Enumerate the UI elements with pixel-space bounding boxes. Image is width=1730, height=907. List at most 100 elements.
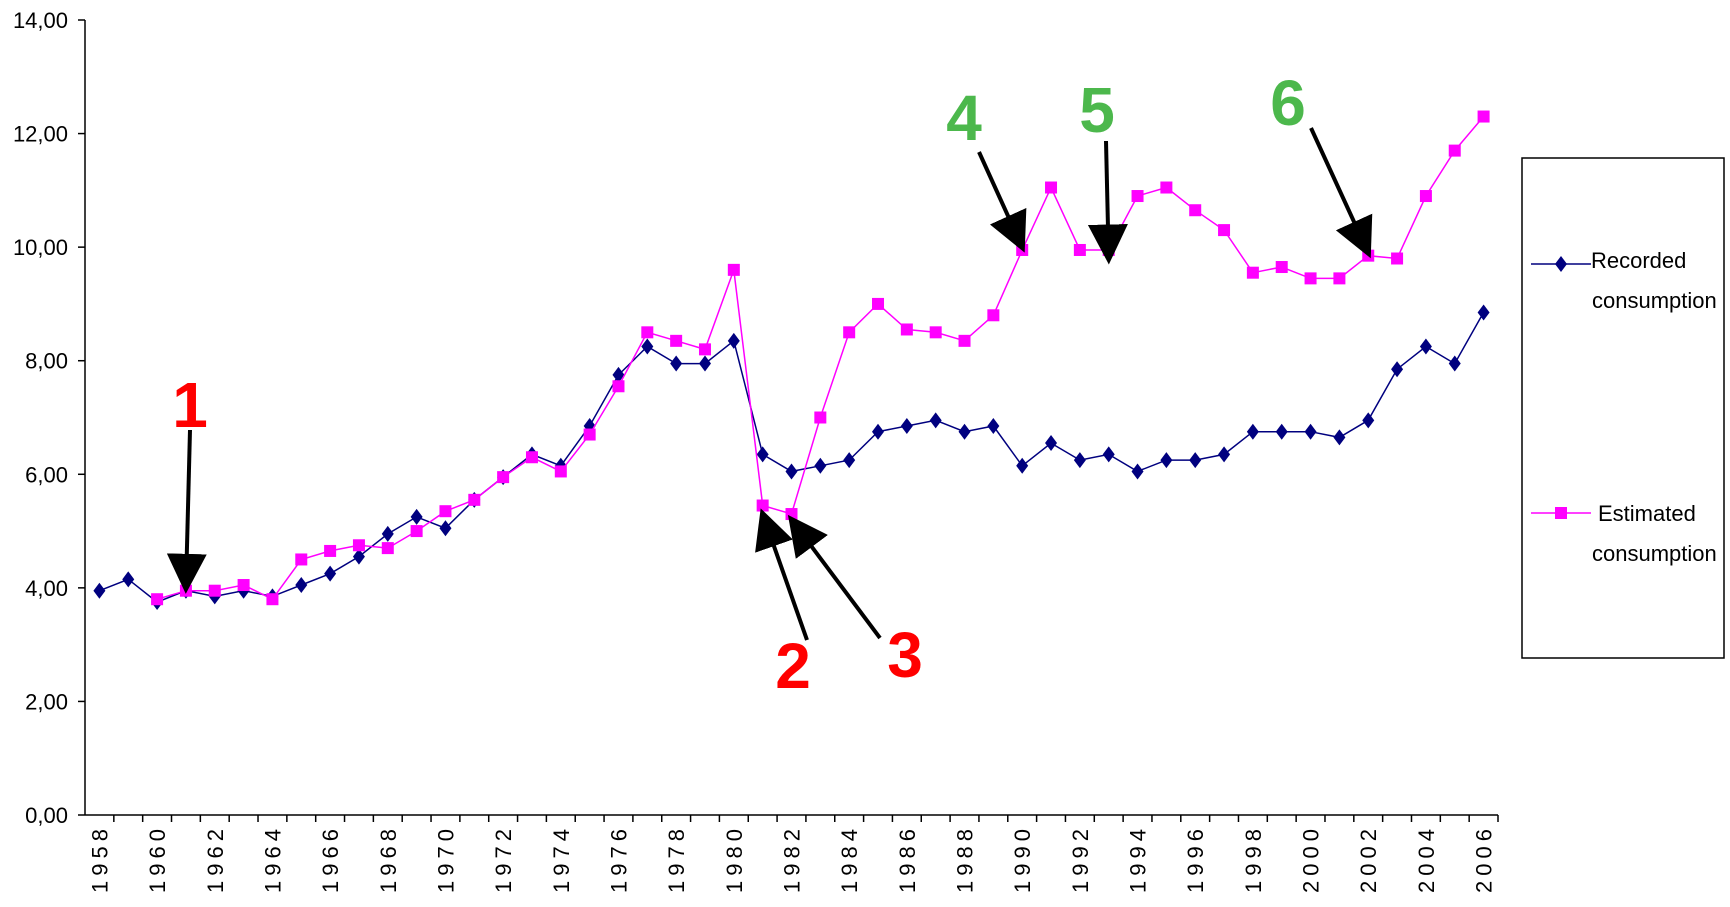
data-point-recorded: [1160, 452, 1173, 469]
x-tick-label: 1976: [606, 824, 631, 893]
data-point-estimated: [1073, 243, 1086, 256]
data-point-recorded: [1189, 452, 1202, 469]
data-point-recorded: [641, 338, 654, 355]
data-point-estimated: [1189, 204, 1202, 217]
x-tick-label: 1962: [203, 824, 228, 893]
x-tick-label: 1974: [549, 824, 574, 893]
data-point-estimated: [698, 343, 711, 356]
data-point-estimated: [814, 411, 827, 424]
x-tick-label: 1996: [1183, 824, 1208, 893]
data-point-recorded: [1275, 423, 1288, 440]
annotations-layer: 1 2 3 4 5 6: [166, 67, 1373, 702]
legend-box: [1521, 157, 1725, 659]
data-point-estimated: [1391, 252, 1404, 265]
x-tick-label: 1986: [895, 824, 920, 893]
data-point-recorded: [756, 446, 769, 463]
data-point-recorded: [1477, 304, 1490, 321]
data-point-estimated: [1304, 272, 1317, 285]
annotation-label-4: 4: [946, 82, 982, 154]
data-point-recorded: [1362, 412, 1375, 429]
data-point-estimated: [324, 544, 337, 557]
legend-label-estimated-line2: consumption: [1592, 541, 1717, 566]
x-tick-label: 1960: [145, 824, 170, 893]
annotation-label-1: 1: [172, 369, 208, 441]
data-point-estimated: [987, 309, 1000, 322]
x-tick-label: 1968: [376, 824, 401, 893]
data-point-recorded: [698, 355, 711, 372]
x-tick-label: 2004: [1414, 824, 1439, 893]
y-tick-label: 14,00: [13, 8, 68, 33]
x-tick-label: 1980: [722, 824, 747, 893]
data-point-estimated: [410, 525, 423, 538]
data-point-estimated: [208, 584, 221, 597]
data-point-recorded: [900, 418, 913, 435]
annotation-arrow: [787, 514, 882, 640]
data-point-recorded: [612, 366, 625, 383]
x-tick-label: 1992: [1068, 824, 1093, 893]
data-point-estimated: [727, 263, 740, 276]
data-point-estimated: [872, 297, 885, 310]
data-point-estimated: [554, 465, 567, 478]
annotation-label-3: 3: [887, 619, 923, 691]
data-point-estimated: [179, 584, 192, 597]
data-point-estimated: [1246, 266, 1259, 279]
annotation-arrow: [755, 508, 809, 641]
x-tick-label: 1984: [837, 824, 862, 893]
data-point-estimated: [1218, 224, 1231, 237]
data-point-recorded: [93, 582, 106, 599]
data-point-estimated: [583, 428, 596, 441]
data-point-estimated: [525, 451, 538, 464]
annotation-label-6: 6: [1270, 67, 1306, 139]
data-point-estimated: [900, 323, 913, 336]
legend-marker-recorded: [1555, 256, 1567, 272]
data-point-recorded: [1304, 423, 1317, 440]
data-point-recorded: [352, 548, 365, 565]
data-point-estimated: [468, 493, 481, 506]
series-line-estimated: [156, 116, 1485, 601]
data-point-estimated: [756, 499, 769, 512]
data-point-recorded: [670, 355, 683, 372]
data-point-estimated: [1131, 190, 1144, 203]
y-tick-label: 0,00: [25, 803, 68, 828]
y-tick-label: 8,00: [25, 349, 68, 374]
annotation-arrow: [977, 151, 1027, 253]
x-tick-label: 2002: [1356, 824, 1381, 893]
annotation-label-2: 2: [775, 630, 811, 702]
data-point-estimated: [295, 553, 308, 566]
data-point-estimated: [1275, 261, 1288, 274]
y-axis: 0,00 2,00 4,00 6,00 8,00 10,00 12,00 14,00: [13, 8, 86, 828]
data-point-estimated: [1362, 249, 1375, 262]
data-point-recorded: [1218, 446, 1231, 463]
x-tick-label: 1966: [318, 824, 343, 893]
x-tick-label: 1964: [260, 824, 285, 893]
data-point-recorded: [295, 577, 308, 594]
data-point-recorded: [872, 423, 885, 440]
data-point-recorded: [1016, 457, 1029, 474]
legend-marker-estimated: [1555, 507, 1567, 519]
data-point-estimated: [237, 579, 250, 592]
x-tick-label: 1988: [953, 824, 978, 893]
data-point-estimated: [670, 334, 683, 347]
data-point-estimated: [1333, 272, 1346, 285]
data-point-estimated: [958, 334, 971, 347]
annotation-arrow: [1087, 140, 1128, 265]
annotation-label-5: 5: [1079, 74, 1115, 146]
data-point-recorded: [987, 418, 1000, 435]
data-point-recorded: [1448, 355, 1461, 372]
data-point-estimated: [439, 505, 452, 518]
data-point-estimated: [612, 380, 625, 393]
legend-label-recorded-line1: Recorded: [1591, 248, 1686, 273]
x-tick-label: 2006: [1472, 824, 1497, 893]
data-point-recorded: [1102, 446, 1115, 463]
data-point-estimated: [785, 508, 798, 521]
data-point-recorded: [958, 423, 971, 440]
x-tick-label: 1990: [1010, 824, 1035, 893]
x-tick-label: 1994: [1126, 824, 1151, 893]
data-point-estimated: [641, 326, 654, 339]
data-point-recorded: [1131, 463, 1144, 480]
x-tick-label: 1998: [1241, 824, 1266, 893]
data-point-recorded: [727, 332, 740, 349]
data-point-estimated: [1045, 181, 1058, 194]
